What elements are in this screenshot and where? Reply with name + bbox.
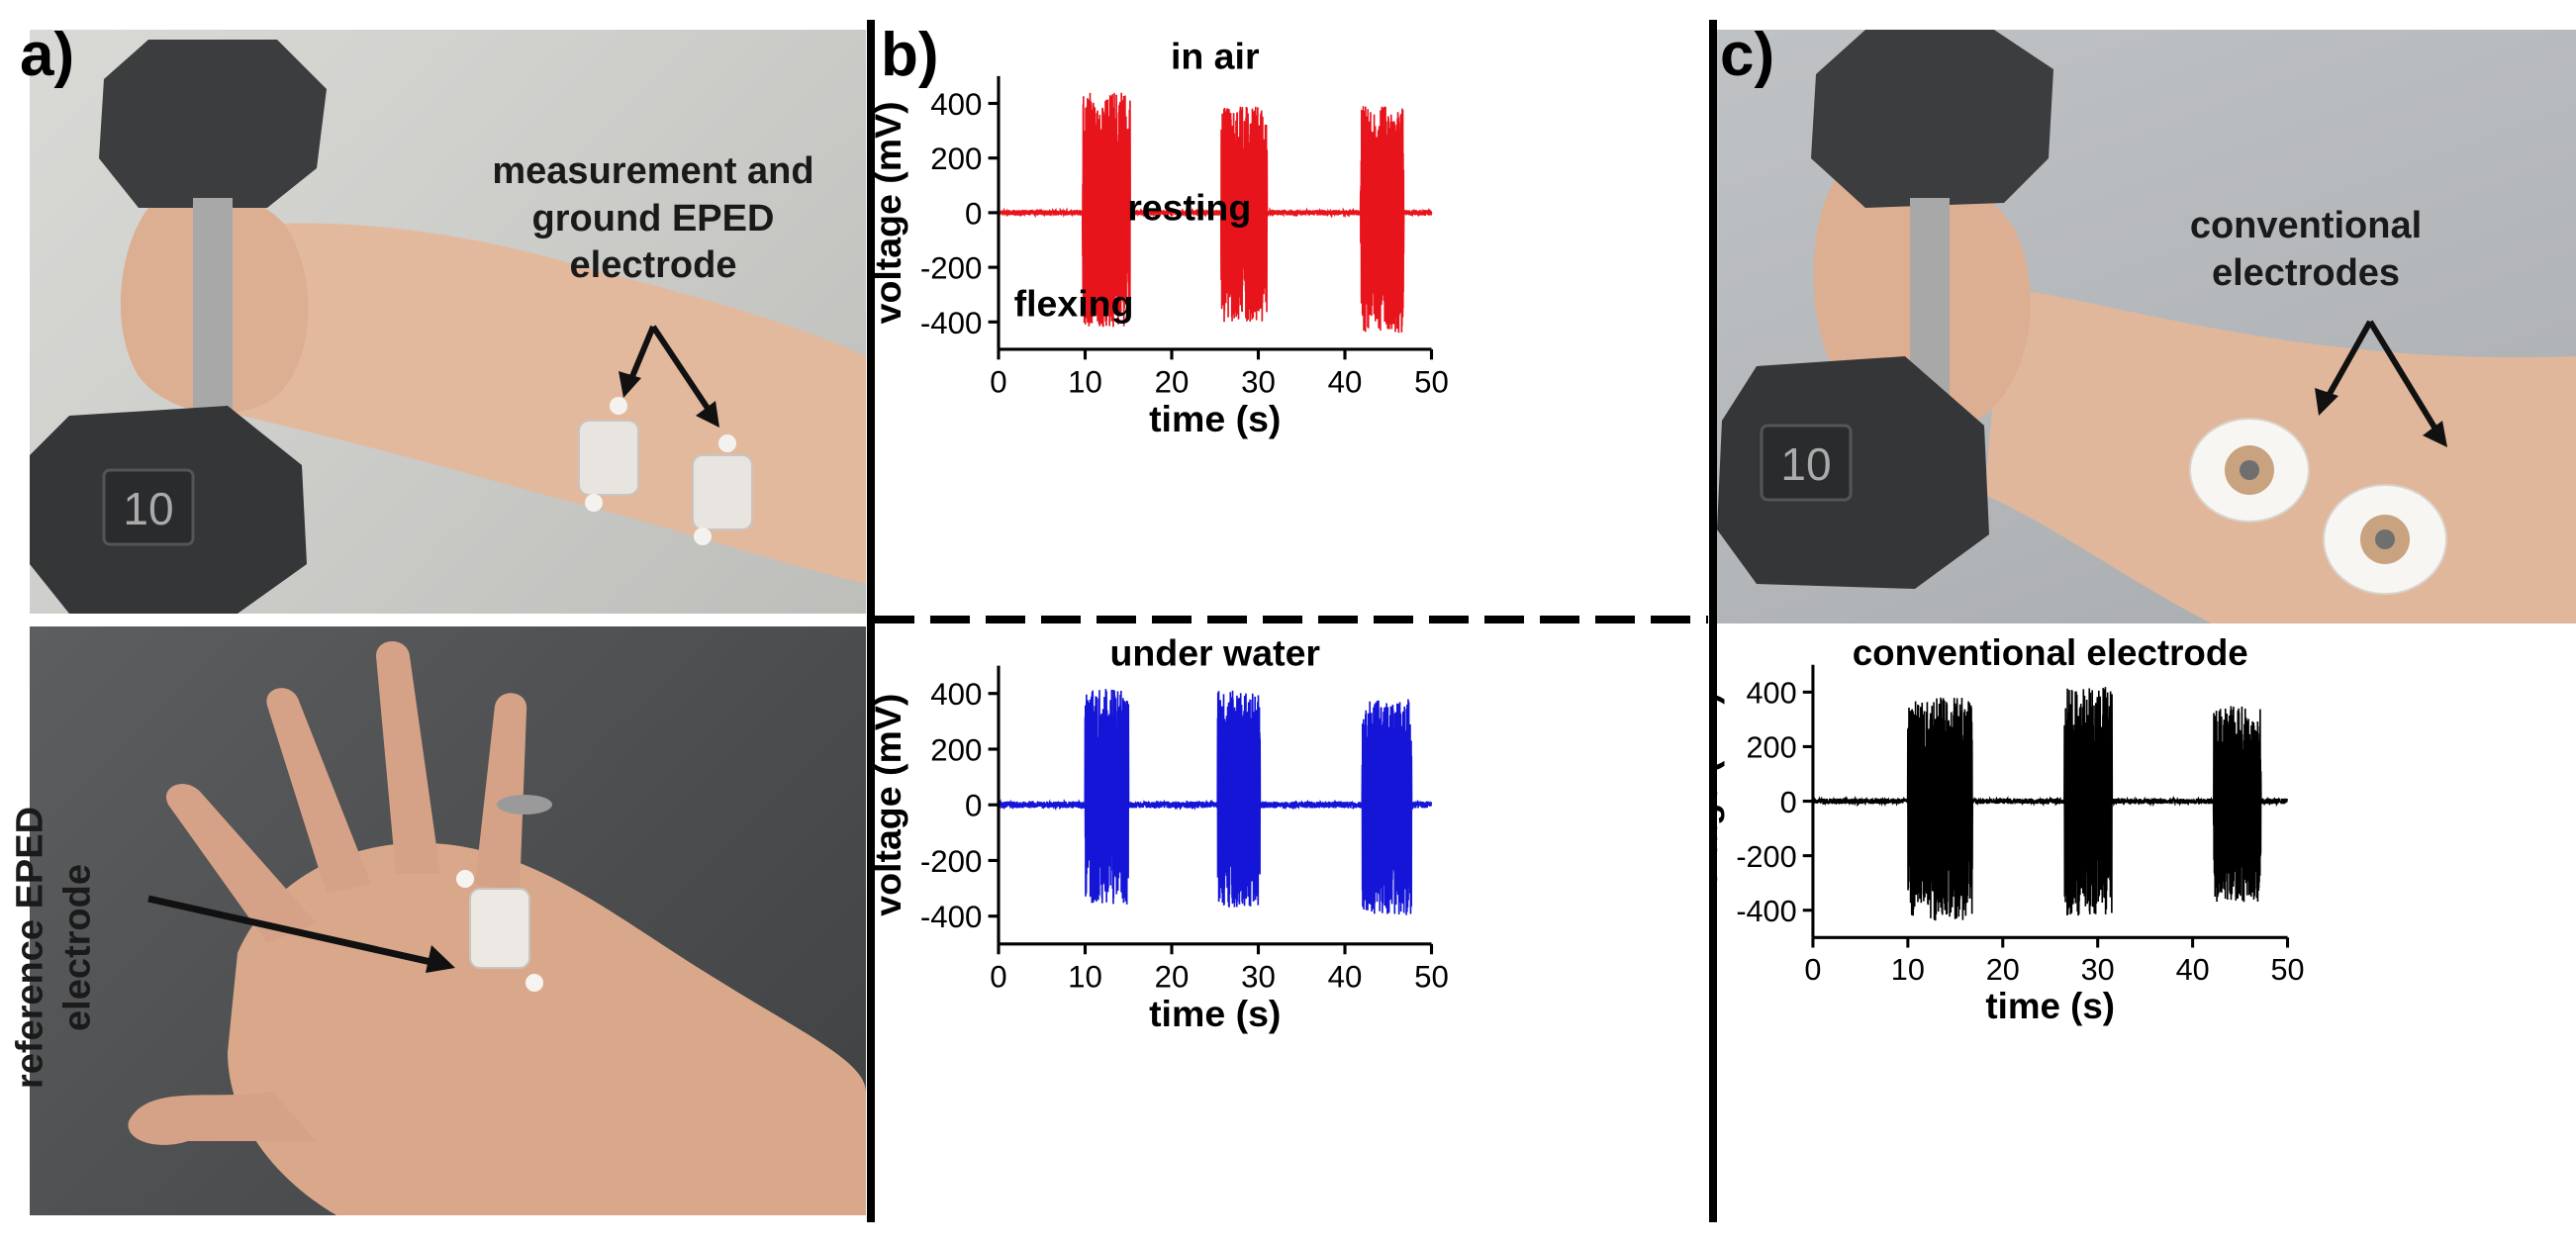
annotation-conventional-electrodes: conventional electrodes [2157, 203, 2454, 297]
annotation-measurement-ground-electrode: measurement and ground EPED electrode [435, 148, 871, 290]
chart-title: under water [1109, 632, 1320, 674]
chart-title: conventional electrode [1853, 632, 2248, 673]
y-tick-label: 200 [930, 142, 982, 176]
finger [166, 784, 317, 943]
annotation-line: measurement and [492, 150, 814, 192]
emg-chart-under-water: under water -400 -200 0 200 400 0 10 20 30 40 50 tim… [875, 632, 1449, 1035]
dumbbell-head-top [1811, 30, 2053, 208]
x-tick-label: 20 [1155, 960, 1190, 995]
x-tick-label: 0 [990, 960, 1006, 995]
photo-hand-reference-electrode [30, 626, 866, 1215]
finger [266, 688, 371, 894]
signal-trace [998, 92, 1433, 334]
emg-chart-in-air: in air -400 -200 0 200 400 0 10 20 30 40 50 time (s)… [875, 36, 1449, 440]
y-axis-label: voltage (mV) [875, 694, 908, 916]
arrow-to-reference-electrode [147, 895, 436, 967]
photo-arm-conventional-electrodes: 10 [1717, 30, 2576, 623]
eped-electrode-2 [692, 434, 753, 545]
dumbbell-weight-text: 10 [123, 483, 173, 534]
annotation-reference-electrode: reference EPED electrode [9, 806, 99, 1090]
y-tick-label: 0 [965, 196, 982, 231]
divider-vertical [867, 20, 875, 1222]
arrowhead-icon [696, 401, 719, 428]
dumbbell-handle [193, 198, 233, 426]
y-tick-label: -400 [1736, 895, 1796, 928]
dumbbell-weight-text: 10 [1780, 438, 1831, 490]
x-tick-label: 30 [1241, 365, 1276, 400]
plot-area: conventional electrode -400 -200 0 200 400 0 10… [1717, 632, 2305, 1026]
arrowhead-icon [2315, 388, 2338, 416]
conventional-electrode-1 [2189, 418, 2310, 523]
x-tick-label: 30 [2081, 953, 2115, 987]
x-axis-label: time (s) [1985, 986, 2115, 1026]
annotation-line: ground EPED [531, 197, 775, 240]
emg-chart-conventional-electrode: conventional electrode -400 -200 0 200 400 0 10… [1717, 632, 2305, 1026]
dumbbell-plate-label [102, 468, 195, 546]
eped-reference-electrode [456, 870, 543, 992]
y-tick-label: 200 [930, 732, 982, 767]
eped-electrode-1 [578, 397, 639, 512]
dumbbell-handle [1910, 198, 1950, 396]
x-tick-label: 50 [1414, 365, 1449, 400]
x-tick-label: 10 [1068, 365, 1102, 400]
divider-vertical [1709, 20, 1717, 1222]
dumbbell-head-bottom [1717, 356, 1989, 589]
finger [376, 641, 440, 874]
signal-trace [998, 689, 1433, 915]
y-tick-label: 200 [1747, 731, 1797, 765]
conventional-electrode-2 [2323, 484, 2447, 595]
ring [497, 795, 552, 815]
x-tick-label: 40 [1328, 960, 1363, 995]
plot-area: in air -400 -200 0 200 400 0 10 20 30 40 50 time (s)… [875, 36, 1449, 440]
y-tick-label: 400 [930, 87, 982, 122]
x-tick-label: 0 [990, 365, 1006, 400]
x-tick-label: 50 [1414, 960, 1449, 995]
dumbbell-head-top [99, 40, 327, 208]
x-tick-label: 50 [2270, 953, 2304, 987]
arrow-to-conventional-electrodes [2323, 320, 2442, 437]
x-axis-label: time (s) [1149, 398, 1281, 439]
x-tick-label: 40 [2176, 953, 2210, 987]
annotation-line: conventional [2189, 205, 2423, 246]
plot-area: under water -400 -200 0 200 400 0 10 20 30 40 50 tim… [875, 632, 1449, 1035]
y-tick-label: -200 [920, 844, 983, 879]
y-tick-label: 0 [965, 789, 982, 823]
x-tick-label: 20 [1155, 365, 1190, 400]
x-tick-label: 40 [1328, 365, 1363, 400]
y-tick-label: 400 [930, 677, 982, 712]
divider-dashed [875, 616, 1708, 623]
thumb [128, 1092, 317, 1145]
arrowhead-icon [426, 945, 455, 973]
annotation-line: electrode [569, 244, 737, 286]
finger [475, 693, 527, 894]
panel-label-a: a) [20, 21, 75, 89]
y-axis-label: voltage (mV) [875, 101, 908, 324]
y-tick-label: 400 [1747, 677, 1797, 711]
chart-annotation: resting [1127, 187, 1251, 229]
y-tick-label: -200 [920, 251, 983, 286]
panel-label-b: b) [881, 21, 939, 89]
x-axis-label: time (s) [1149, 993, 1281, 1034]
x-tick-label: 30 [1241, 960, 1276, 995]
y-tick-label: 0 [1780, 786, 1797, 819]
x-tick-label: 0 [1804, 953, 1821, 987]
x-tick-label: 20 [1986, 953, 2020, 987]
panel-label-c: c) [1720, 21, 1775, 89]
y-tick-label: -400 [920, 306, 983, 340]
x-tick-label: 10 [1068, 960, 1102, 995]
chart-annotation: flexing [1014, 283, 1134, 325]
signal-trace [1812, 687, 2289, 921]
photo-arm-eped-electrodes: 10 [30, 30, 866, 614]
annotation-line: electrodes [2211, 251, 2401, 294]
y-tick-label: -400 [920, 900, 983, 934]
arrowhead-icon [2423, 421, 2447, 447]
arrowhead-icon [619, 371, 641, 398]
hand [228, 842, 866, 1215]
divider-dashed [30, 616, 866, 623]
x-tick-label: 10 [1891, 953, 1925, 987]
dumbbell-plate-label [1760, 424, 1853, 502]
chart-title: in air [1171, 36, 1260, 77]
y-axis-label: voltage (mV) [1717, 692, 1725, 910]
y-tick-label: -200 [1736, 840, 1796, 874]
